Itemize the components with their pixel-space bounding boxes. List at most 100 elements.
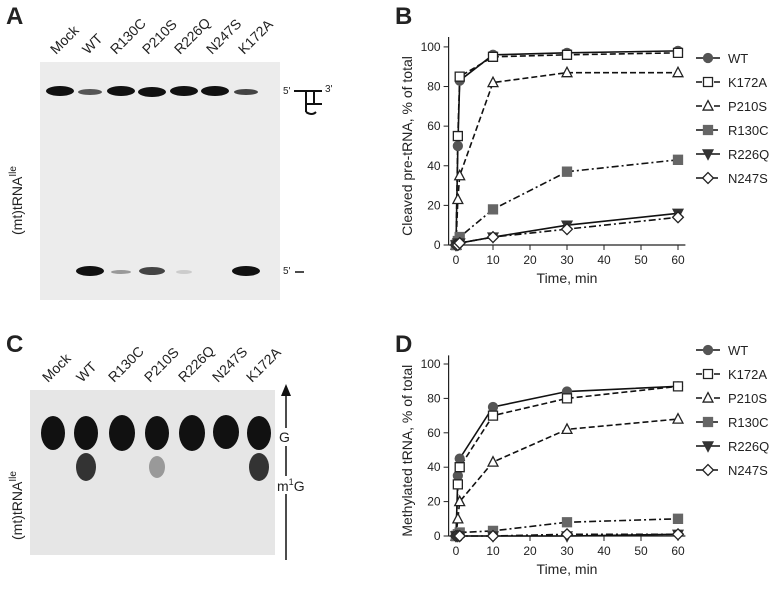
lane-label: N247S: [209, 344, 251, 386]
marker: [561, 517, 573, 528]
marker: [672, 381, 684, 392]
marker: [487, 401, 499, 413]
trna-icon: [294, 90, 322, 115]
marker: [453, 529, 467, 543]
marker: [560, 527, 574, 541]
marker: [671, 65, 685, 78]
marker: [561, 166, 573, 177]
series-line: [455, 50, 679, 246]
legend-label: WT: [728, 51, 748, 66]
legend-marker: [702, 344, 714, 356]
x-tick-label: 50: [634, 544, 648, 558]
x-tick-label: 0: [453, 544, 460, 558]
lane-label: P210S: [141, 344, 182, 385]
series-line: [455, 52, 679, 246]
lane-label: Mock: [39, 349, 75, 385]
band-label: m1G: [277, 477, 305, 494]
marker: [452, 470, 464, 481]
legend-label: N247S: [728, 171, 768, 186]
marker: [454, 71, 465, 82]
marker: [486, 455, 500, 467]
lane-label: R226Q: [175, 342, 218, 385]
lane-label: R130C: [105, 343, 147, 385]
label-bg: [276, 476, 316, 494]
x-tick-label: 20: [523, 544, 537, 558]
series-line: [455, 385, 679, 537]
y-tick-label: 80: [427, 80, 441, 94]
x-tick-label: 10: [486, 253, 500, 267]
marker: [487, 51, 499, 62]
legend-label: K172A: [728, 367, 767, 382]
x-tick-label: 30: [560, 253, 574, 267]
marker: [451, 511, 464, 524]
y-tick-label: 20: [427, 198, 441, 212]
marker: [487, 410, 499, 421]
y-tick-label: 40: [427, 460, 441, 474]
x-tick-label: 40: [597, 544, 611, 558]
legend-label: N247S: [728, 463, 768, 478]
legend-marker: [702, 76, 714, 88]
band-label-part: m: [277, 478, 289, 494]
band-label-sup: 1: [289, 477, 294, 487]
gel-bands: [46, 86, 260, 276]
legend-label: K172A: [728, 75, 767, 90]
end-label: 5': [283, 86, 291, 97]
lane-label: Mock: [47, 21, 83, 57]
legend-label: R130C: [728, 415, 768, 430]
gel-image: [40, 62, 280, 300]
ylabel-text: (mt)tRNA: [9, 176, 25, 235]
marker: [451, 192, 464, 205]
gel-spots: [41, 415, 271, 481]
y-tick-label: 80: [427, 391, 441, 405]
arrow-head: [281, 384, 291, 396]
marker: [453, 236, 467, 250]
y-tick-label: 40: [427, 159, 441, 173]
legend-marker: [702, 52, 714, 64]
marker: [560, 65, 574, 78]
lane-label: P210S: [139, 16, 180, 57]
marker: [453, 494, 466, 507]
x-tick-label: 30: [560, 544, 574, 558]
x-axis-label: Time, min: [537, 561, 598, 577]
marker: [561, 49, 573, 60]
y-tick-label: 0: [434, 529, 441, 543]
band-label: G: [279, 429, 290, 445]
panel-label: B: [395, 3, 412, 30]
end-label: 5': [283, 266, 291, 277]
marker: [453, 168, 466, 181]
legend-marker: [701, 171, 715, 185]
legend-marker: [701, 99, 715, 111]
marker: [452, 479, 463, 490]
legend-label: R226Q: [728, 439, 769, 454]
x-axis-label: Time, min: [537, 270, 598, 286]
y-tick-label: 60: [427, 119, 441, 133]
marker: [452, 130, 463, 142]
legend-label: R130C: [728, 123, 768, 138]
x-tick-label: 50: [634, 253, 648, 267]
legend-label: P210S: [728, 99, 767, 114]
legend-label: R226Q: [728, 147, 769, 162]
marker: [560, 422, 574, 435]
marker: [671, 527, 685, 541]
marker: [487, 204, 499, 215]
legend-marker: [701, 149, 715, 161]
marker: [486, 230, 500, 244]
panel-label: D: [395, 331, 412, 358]
band-label-part: G: [294, 478, 305, 494]
gel-ylabel: (mt)tRNAIle: [8, 166, 25, 235]
marker: [671, 210, 685, 224]
marker: [671, 412, 685, 424]
y-tick-label: 100: [421, 40, 441, 54]
y-axis-label: Methylated tRNA, % of total: [399, 365, 415, 537]
lane-label: K172A: [235, 16, 277, 58]
marker: [561, 393, 573, 404]
marker: [486, 75, 500, 88]
x-tick-label: 40: [597, 253, 611, 267]
marker: [672, 47, 684, 58]
end-label: 3': [325, 84, 333, 95]
legend-marker: [701, 463, 715, 477]
y-tick-label: 20: [427, 495, 441, 509]
marker: [454, 462, 465, 473]
legend-marker: [702, 368, 714, 380]
